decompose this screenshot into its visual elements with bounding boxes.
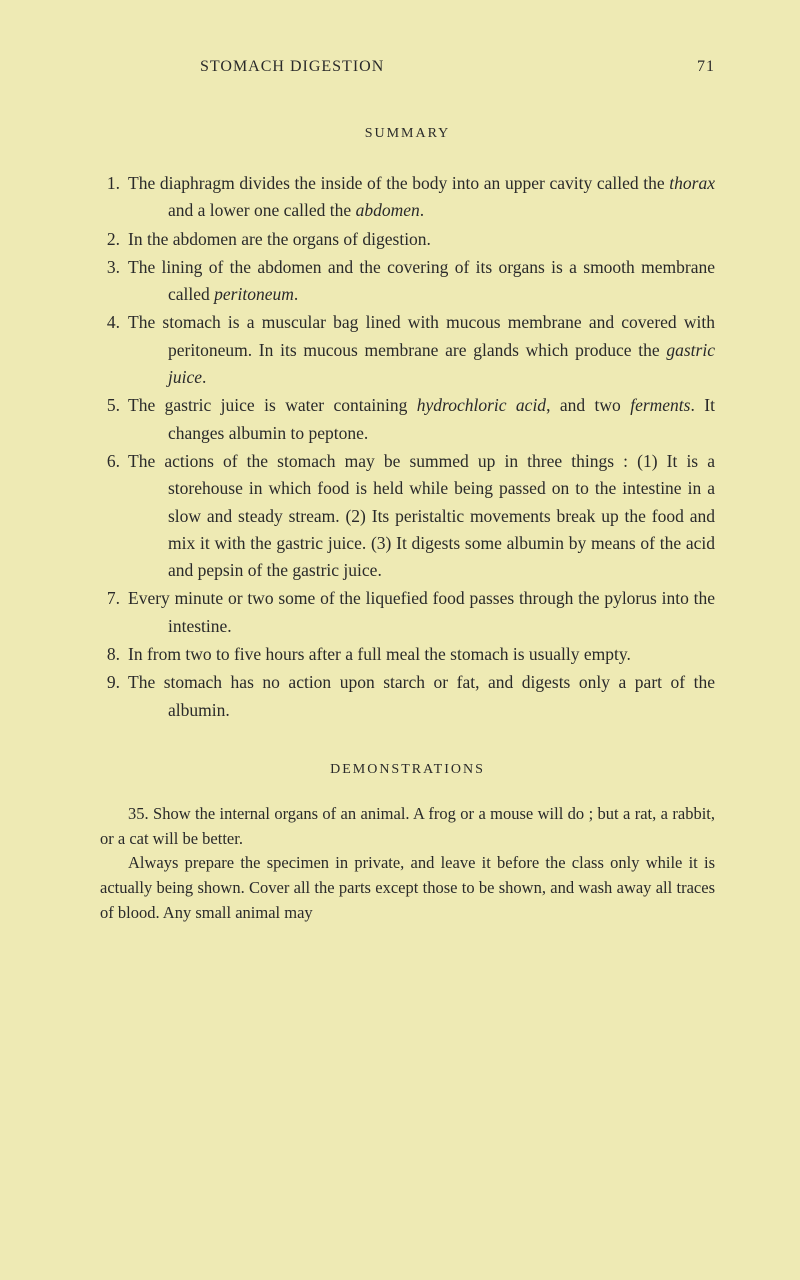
item-number: 4. xyxy=(100,309,128,391)
item-number: 6. xyxy=(100,448,128,584)
item-number: 1. xyxy=(100,170,128,225)
item-text: In from two to five hours after a full m… xyxy=(128,641,715,668)
item-text: The diaphragm divides the inside of the … xyxy=(128,170,715,225)
demo-paragraph: Always prepare the specimen in private, … xyxy=(100,851,715,925)
summary-item: 6.The actions of the stomach may be summ… xyxy=(100,448,715,584)
page-number: 71 xyxy=(697,58,715,76)
summary-title: SUMMARY xyxy=(100,126,715,142)
demo-paragraph: 35. Show the internal organs of an anima… xyxy=(100,802,715,852)
summary-item: 1.The diaphragm divides the inside of th… xyxy=(100,170,715,225)
summary-list: 1.The diaphragm divides the inside of th… xyxy=(100,170,715,724)
summary-item: 8.In from two to five hours after a full… xyxy=(100,641,715,668)
summary-item: 2.In the abdomen are the organs of diges… xyxy=(100,226,715,253)
summary-item: 4.The stomach is a muscular bag lined wi… xyxy=(100,309,715,391)
item-number: 2. xyxy=(100,226,128,253)
summary-item: 9.The stomach has no action upon starch … xyxy=(100,669,715,724)
item-number: 3. xyxy=(100,254,128,309)
item-text: In the abdomen are the organs of digesti… xyxy=(128,226,715,253)
item-text: The actions of the stomach may be summed… xyxy=(128,448,715,584)
summary-item: 5.The gastric juice is water containing … xyxy=(100,392,715,447)
item-number: 7. xyxy=(100,585,128,640)
item-text: The stomach is a muscular bag lined with… xyxy=(128,309,715,391)
page-header: STOMACH DIGESTION 71 xyxy=(100,58,715,76)
item-number: 8. xyxy=(100,641,128,668)
summary-item: 7.Every minute or two some of the liquef… xyxy=(100,585,715,640)
summary-item: 3.The lining of the abdomen and the cove… xyxy=(100,254,715,309)
item-number: 9. xyxy=(100,669,128,724)
demonstrations-text: 35. Show the internal organs of an anima… xyxy=(100,802,715,926)
demonstrations-title: DEMONSTRATIONS xyxy=(100,762,715,778)
item-text: The gastric juice is water containing hy… xyxy=(128,392,715,447)
item-text: The stomach has no action upon starch or… xyxy=(128,669,715,724)
item-number: 5. xyxy=(100,392,128,447)
header-title: STOMACH DIGESTION xyxy=(200,58,384,76)
item-text: The lining of the abdomen and the coveri… xyxy=(128,254,715,309)
item-text: Every minute or two some of the liquefie… xyxy=(128,585,715,640)
